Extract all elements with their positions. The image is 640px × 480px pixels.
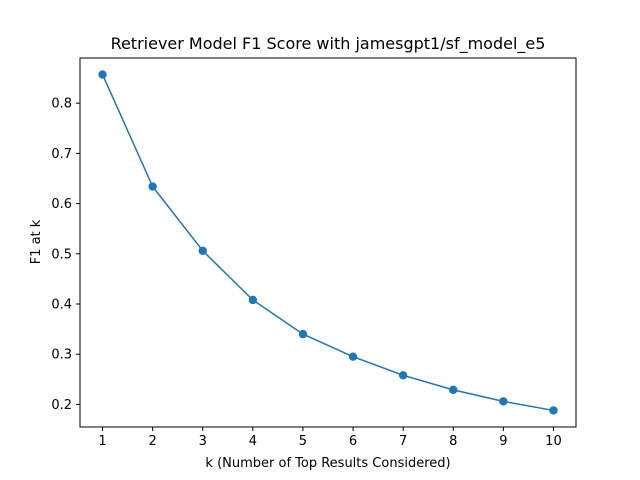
data-point	[298, 329, 308, 339]
x-tick-label: 10	[545, 434, 562, 449]
x-axis: 1 2 3 4 5 6 7 8 9 10	[98, 427, 562, 449]
x-tick-label: 7	[399, 434, 407, 449]
data-point	[549, 406, 558, 415]
data-point	[499, 397, 508, 406]
series-layer	[98, 70, 558, 415]
x-tick-label: 2	[149, 434, 157, 449]
y-tick-label: 0.8	[51, 97, 72, 112]
data-point	[148, 182, 157, 191]
plot-area: 1 2 3 4 5 6 7 8 9 10 0.2 0.3 0.4 0.5 0.6 0.7 0.8	[51, 57, 577, 449]
data-point	[98, 70, 107, 79]
x-tick-label: 8	[449, 434, 457, 449]
x-tick-label: 5	[299, 434, 307, 449]
x-tick-label: 1	[98, 434, 106, 449]
y-tick-label: 0.3	[51, 348, 72, 363]
x-tick-label: 3	[199, 434, 207, 449]
y-tick-label: 0.7	[51, 147, 72, 162]
series-line	[101, 73, 555, 412]
y-tick-label: 0.6	[51, 197, 72, 212]
data-point	[348, 352, 358, 361]
data-point	[248, 295, 258, 305]
x-tick-label: 6	[349, 434, 357, 449]
data-point	[449, 385, 458, 395]
chart-title: Retriever Model F1 Score with jamesgpt1/…	[111, 34, 546, 54]
data-point	[198, 246, 207, 255]
data-point	[398, 371, 408, 380]
x-tick-label: 9	[499, 434, 507, 449]
x-tick-label: 4	[249, 434, 257, 449]
y-tick-label: 0.5	[51, 247, 72, 262]
y-tick-label: 0.4	[51, 298, 72, 313]
x-axis-label: k (Number of Top Results Considered)	[205, 456, 450, 471]
y-axis: 0.2 0.3 0.4 0.5 0.6 0.7 0.8	[51, 97, 80, 413]
y-axis-label: F1 at k	[29, 219, 44, 264]
plot-frame	[79, 57, 577, 428]
y-tick-label: 0.2	[51, 398, 72, 413]
